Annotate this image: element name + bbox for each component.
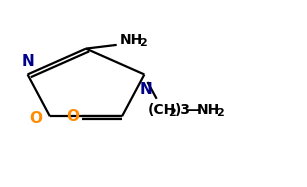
Text: 2: 2 xyxy=(216,108,224,118)
Text: (CH: (CH xyxy=(147,103,176,117)
Text: 2: 2 xyxy=(168,108,176,118)
Text: NH: NH xyxy=(196,103,220,117)
Text: N: N xyxy=(139,82,152,97)
Text: O: O xyxy=(29,111,43,126)
Text: )3: )3 xyxy=(174,103,190,117)
Text: 2: 2 xyxy=(139,38,146,48)
Text: —: — xyxy=(186,103,200,117)
Text: NH: NH xyxy=(120,33,143,47)
Text: N: N xyxy=(21,54,34,69)
Text: O: O xyxy=(66,109,80,124)
